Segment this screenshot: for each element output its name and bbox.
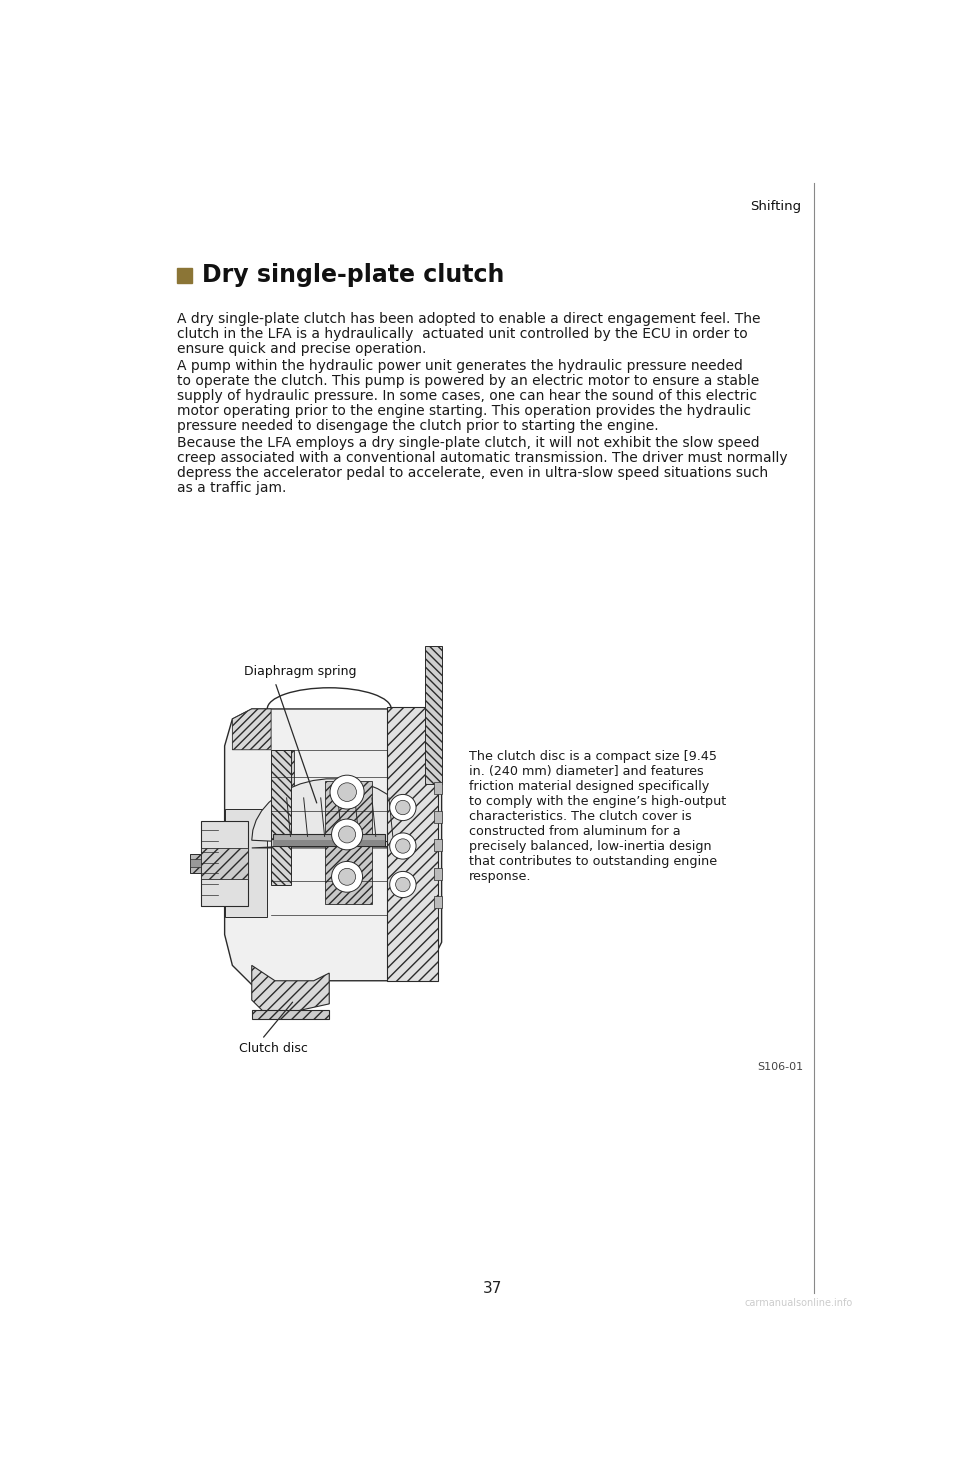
Text: carmanualsonline.info: carmanualsonline.info <box>744 1299 852 1307</box>
Bar <box>273 840 385 846</box>
Text: The clutch disc is a compact size [9.45: The clutch disc is a compact size [9.45 <box>468 750 717 762</box>
Text: constructed from aluminum for a: constructed from aluminum for a <box>468 825 681 837</box>
Text: Dry single-plate clutch: Dry single-plate clutch <box>203 262 505 286</box>
Text: A pump within the hydraulic power unit generates the hydraulic pressure needed: A pump within the hydraulic power unit g… <box>177 360 742 373</box>
Text: characteristics. The clutch cover is: characteristics. The clutch cover is <box>468 809 691 822</box>
Text: response.: response. <box>468 870 531 883</box>
Text: depress the accelerator pedal to accelerate, even in ultra-slow speed situations: depress the accelerator pedal to acceler… <box>177 466 768 479</box>
Bar <box>434 868 442 880</box>
Text: A dry single-plate clutch has been adopted to enable a direct engagement feel. T: A dry single-plate clutch has been adopt… <box>177 312 760 326</box>
Bar <box>388 708 438 980</box>
Circle shape <box>396 800 410 815</box>
Bar <box>273 834 385 846</box>
Polygon shape <box>426 709 442 750</box>
Bar <box>202 821 248 905</box>
Circle shape <box>339 825 355 843</box>
Text: as a traffic jam.: as a traffic jam. <box>177 481 286 495</box>
Circle shape <box>339 868 355 886</box>
Text: Because the LFA employs a dry single-plate clutch, it will not exhibit the slow : Because the LFA employs a dry single-pla… <box>177 436 759 450</box>
Text: Clutch disc: Clutch disc <box>239 1042 307 1055</box>
Bar <box>434 839 442 852</box>
Text: in. (240 mm) diameter] and features: in. (240 mm) diameter] and features <box>468 765 704 778</box>
Polygon shape <box>252 778 415 848</box>
Text: friction material designed specifically: friction material designed specifically <box>468 780 709 793</box>
Bar <box>434 811 442 822</box>
Text: creep associated with a conventional automatic transmission. The driver must nor: creep associated with a conventional aut… <box>177 451 787 464</box>
Text: to comply with the engine’s high-output: to comply with the engine’s high-output <box>468 794 726 808</box>
Circle shape <box>396 839 410 853</box>
Bar <box>190 853 248 873</box>
Text: motor operating prior to the engine starting. This operation provides the hydrau: motor operating prior to the engine star… <box>177 404 751 419</box>
Text: to operate the clutch. This pump is powered by an electric motor to ensure a sta: to operate the clutch. This pump is powe… <box>177 374 758 388</box>
Text: supply of hydraulic pressure. In some cases, one can hear the sound of this elec: supply of hydraulic pressure. In some ca… <box>177 389 756 402</box>
Polygon shape <box>271 750 291 884</box>
Bar <box>325 781 372 904</box>
Bar <box>190 859 248 867</box>
Bar <box>177 268 192 283</box>
Bar <box>434 896 442 908</box>
Circle shape <box>396 877 410 892</box>
Polygon shape <box>273 750 295 800</box>
Text: Diaphragm spring: Diaphragm spring <box>244 665 356 678</box>
Circle shape <box>390 794 416 821</box>
Text: Shifting: Shifting <box>750 200 802 212</box>
Circle shape <box>390 833 416 859</box>
Text: 37: 37 <box>482 1281 502 1296</box>
Circle shape <box>330 775 364 809</box>
Circle shape <box>338 783 356 802</box>
Polygon shape <box>252 965 329 1011</box>
Bar <box>202 848 248 879</box>
Text: clutch in the LFA is a hydraulically  actuated unit controlled by the ECU in ord: clutch in the LFA is a hydraulically act… <box>177 327 747 342</box>
Bar <box>434 783 442 794</box>
Text: precisely balanced, low-inertia design: precisely balanced, low-inertia design <box>468 840 711 853</box>
Text: ensure quick and precise operation.: ensure quick and precise operation. <box>177 342 426 357</box>
Circle shape <box>331 820 363 850</box>
Circle shape <box>331 861 363 892</box>
Text: S106-01: S106-01 <box>757 1061 804 1072</box>
Circle shape <box>390 871 416 898</box>
Text: pressure needed to disengage the clutch prior to starting the engine.: pressure needed to disengage the clutch … <box>177 419 659 433</box>
Text: that contributes to outstanding engine: that contributes to outstanding engine <box>468 855 717 868</box>
Bar <box>225 809 267 917</box>
Polygon shape <box>232 709 271 750</box>
Polygon shape <box>225 709 442 999</box>
Bar <box>252 1010 329 1019</box>
Bar <box>424 646 442 784</box>
